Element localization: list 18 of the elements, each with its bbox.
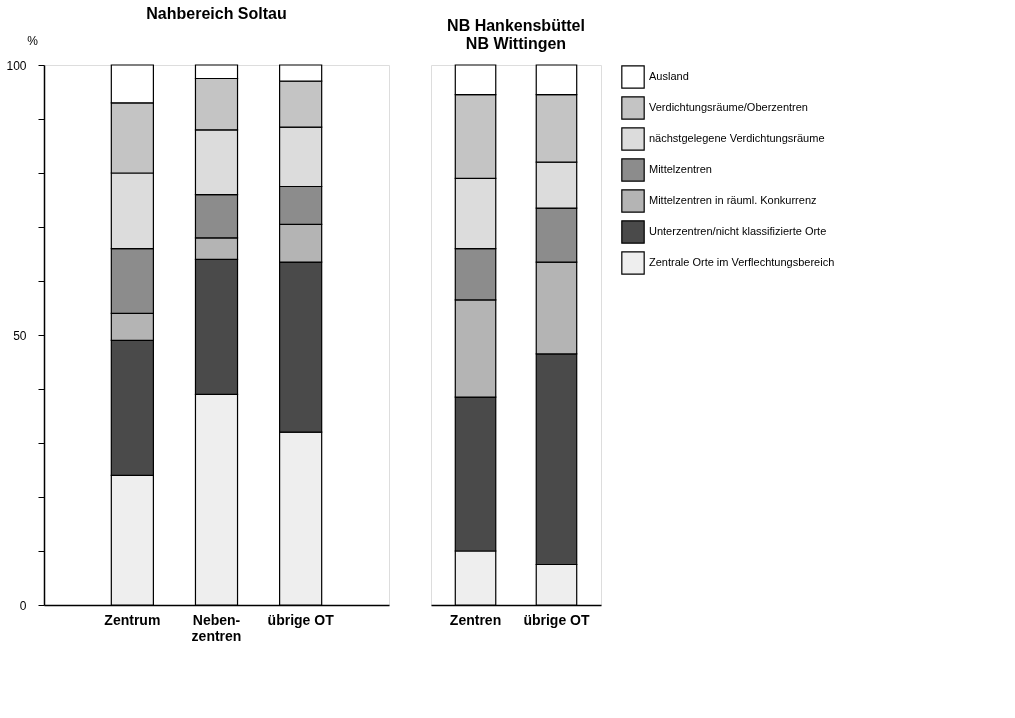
- x-tick-label: Zentren: [449, 611, 502, 628]
- legend-label: Ausland: [649, 70, 689, 82]
- legend-label: Mittelzentren: [649, 163, 712, 175]
- x-tick-label: übrige OT: [267, 611, 335, 628]
- chart-title: Nahbereich Soltau: [146, 5, 287, 22]
- legend-label: Mittelzentren in räuml. Konkurrenz: [649, 194, 817, 206]
- legend-label: Verdichtungsräume/Oberzentren: [649, 101, 808, 113]
- y-tick-label: 0: [19, 598, 27, 613]
- y-tick-label: 100: [6, 58, 27, 73]
- x-tick-label: Zentrum: [104, 611, 161, 628]
- x-tick-label: Neben- zentren: [191, 611, 242, 644]
- legend-label: nächstgelegene Verdichtungsräume: [649, 132, 825, 144]
- y-tick-label: 50: [13, 328, 27, 343]
- chart-title: NB Hankensbüttel NB Wittingen: [447, 17, 585, 53]
- legend-label: Zentrale Orte im Verflechtungsbereich: [649, 256, 835, 268]
- y-axis-title: %: [27, 33, 39, 48]
- legend-label: Unterzentren/nicht klassifizierte Orte: [649, 225, 827, 237]
- x-tick-label: übrige OT: [523, 611, 590, 628]
